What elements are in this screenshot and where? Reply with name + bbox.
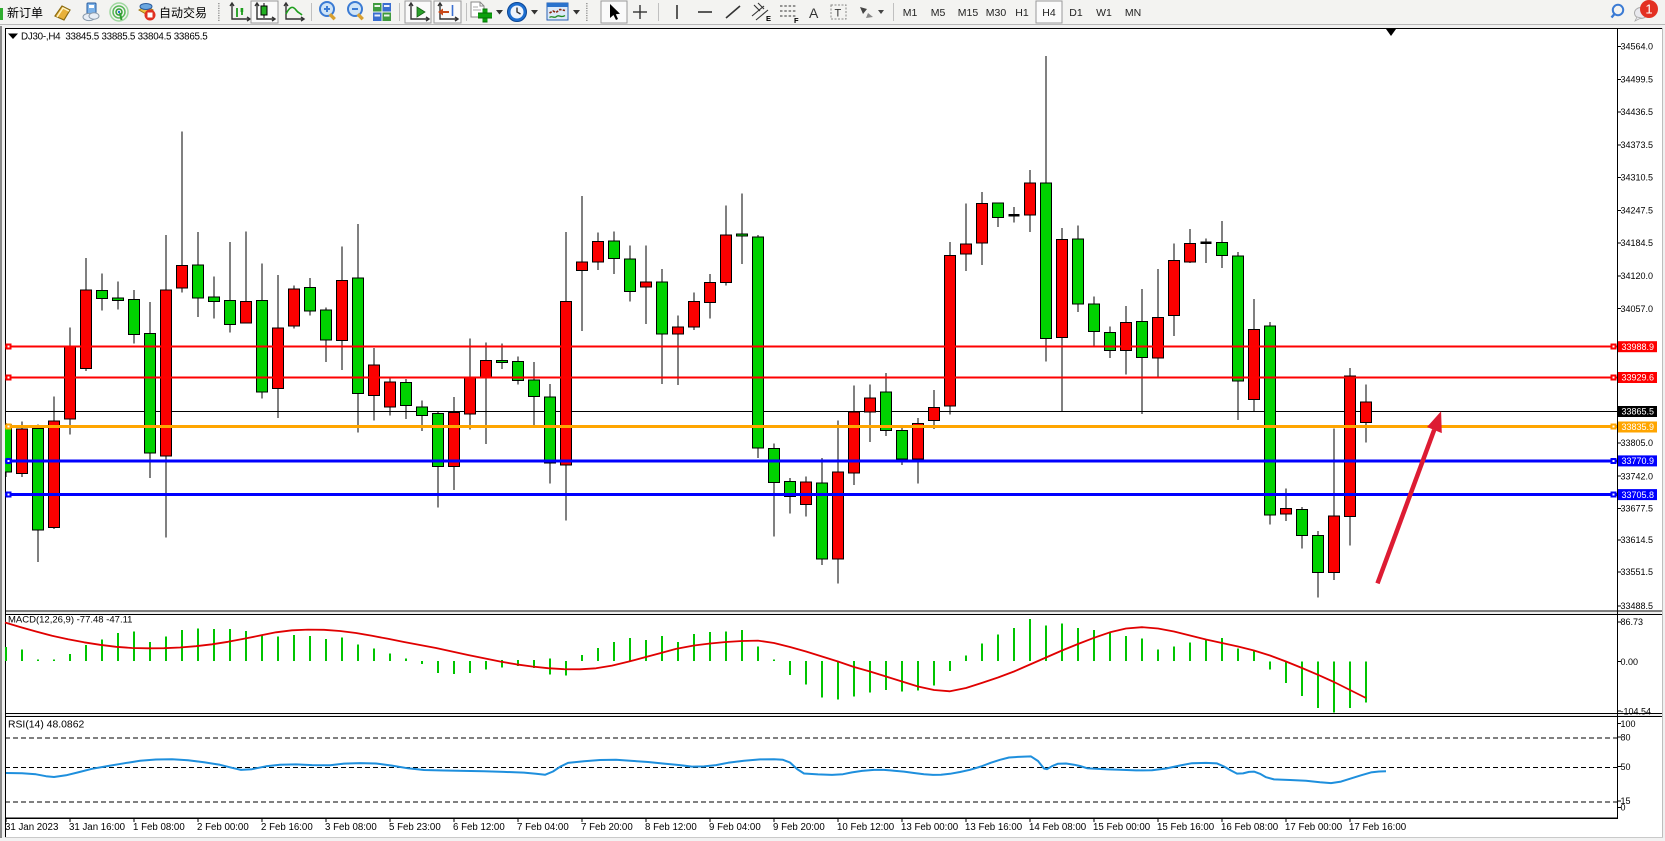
svg-text:34057.0: 34057.0 [1621,304,1654,314]
svg-text:100: 100 [1621,719,1636,729]
svg-text:31 Jan 16:00: 31 Jan 16:00 [69,822,126,833]
svg-text:M5: M5 [931,7,946,19]
svg-text:34373.5: 34373.5 [1621,140,1654,150]
svg-text:9 Feb 04:00: 9 Feb 04:00 [709,822,761,833]
svg-text:M15: M15 [958,7,979,19]
svg-text:10 Feb 12:00: 10 Feb 12:00 [837,822,895,833]
svg-text:15 Feb 16:00: 15 Feb 16:00 [1157,822,1215,833]
svg-text:33677.5: 33677.5 [1621,504,1654,514]
svg-text:33488.5: 33488.5 [1621,601,1654,611]
svg-text:13 Feb 16:00: 13 Feb 16:00 [965,822,1023,833]
svg-text:33929.6: 33929.6 [1622,373,1655,383]
svg-text:新订单: 新订单 [7,5,43,20]
svg-text:16 Feb 08:00: 16 Feb 08:00 [1221,822,1279,833]
svg-text:T: T [835,8,842,20]
svg-text:86.73: 86.73 [1621,617,1644,627]
svg-text:M30: M30 [986,7,1007,19]
svg-text:RSI(14) 48.0862: RSI(14) 48.0862 [8,720,84,731]
svg-text:34247.5: 34247.5 [1621,206,1654,216]
svg-text:34310.5: 34310.5 [1621,173,1654,183]
svg-text:34184.5: 34184.5 [1621,238,1654,248]
svg-text:1: 1 [1645,2,1652,17]
svg-text:7 Feb 04:00: 7 Feb 04:00 [517,822,569,833]
svg-text:15: 15 [1621,796,1631,806]
svg-text:H1: H1 [1015,7,1029,19]
svg-text:8 Feb 12:00: 8 Feb 12:00 [645,822,697,833]
svg-text:0: 0 [1621,803,1626,813]
svg-text:DJ30-,H4 33845.5 33885.5 3380: DJ30-,H4 33845.5 33885.5 33804.5 33865.5 [21,32,208,43]
svg-text:33705.8: 33705.8 [1622,490,1655,500]
svg-text:6 Feb 12:00: 6 Feb 12:00 [453,822,505,833]
svg-text:33805.0: 33805.0 [1621,438,1654,448]
svg-text:2 Feb 00:00: 2 Feb 00:00 [197,822,249,833]
svg-text:-104.54: -104.54 [1621,706,1652,716]
svg-text:MN: MN [1125,7,1141,19]
svg-text:33551.5: 33551.5 [1621,567,1654,577]
svg-text:A: A [809,5,819,21]
svg-text:D1: D1 [1069,7,1083,19]
svg-text:33835.9: 33835.9 [1622,422,1655,432]
svg-text:7 Feb 20:00: 7 Feb 20:00 [581,822,633,833]
svg-text:33988.9: 33988.9 [1622,342,1655,352]
svg-text:1 Feb 08:00: 1 Feb 08:00 [133,822,185,833]
svg-text:33614.5: 33614.5 [1621,535,1654,545]
svg-text:MACD(12,26,9) -77.48 -47.11: MACD(12,26,9) -77.48 -47.11 [8,615,132,626]
svg-text:W1: W1 [1096,7,1112,19]
svg-text:33865.5: 33865.5 [1622,407,1655,417]
svg-text:0.00: 0.00 [1621,657,1639,667]
svg-text:E: E [766,14,771,23]
svg-text:34436.5: 34436.5 [1621,107,1654,117]
svg-text:F: F [794,16,799,25]
svg-text:9 Feb 20:00: 9 Feb 20:00 [773,822,825,833]
svg-text:50: 50 [1621,762,1631,772]
svg-text:33770.9: 33770.9 [1622,456,1655,466]
svg-text:H4: H4 [1042,7,1056,19]
svg-text:5 Feb 23:00: 5 Feb 23:00 [389,822,441,833]
svg-text:34120.0: 34120.0 [1621,271,1654,281]
svg-text:15 Feb 00:00: 15 Feb 00:00 [1093,822,1151,833]
svg-text:34564.0: 34564.0 [1621,42,1654,52]
svg-text:80: 80 [1621,732,1631,742]
svg-text:17 Feb 16:00: 17 Feb 16:00 [1349,822,1407,833]
svg-text:2 Feb 16:00: 2 Feb 16:00 [261,822,313,833]
svg-text:17 Feb 00:00: 17 Feb 00:00 [1285,822,1343,833]
svg-text:34499.5: 34499.5 [1621,75,1654,85]
svg-text:31 Jan 2023: 31 Jan 2023 [5,822,58,833]
svg-text:14 Feb 08:00: 14 Feb 08:00 [1029,822,1087,833]
svg-text:13 Feb 00:00: 13 Feb 00:00 [901,822,959,833]
svg-text:M1: M1 [903,7,918,19]
svg-text:3 Feb 08:00: 3 Feb 08:00 [325,822,377,833]
svg-text:自动交易: 自动交易 [159,5,207,20]
svg-text:33742.0: 33742.0 [1621,471,1654,481]
